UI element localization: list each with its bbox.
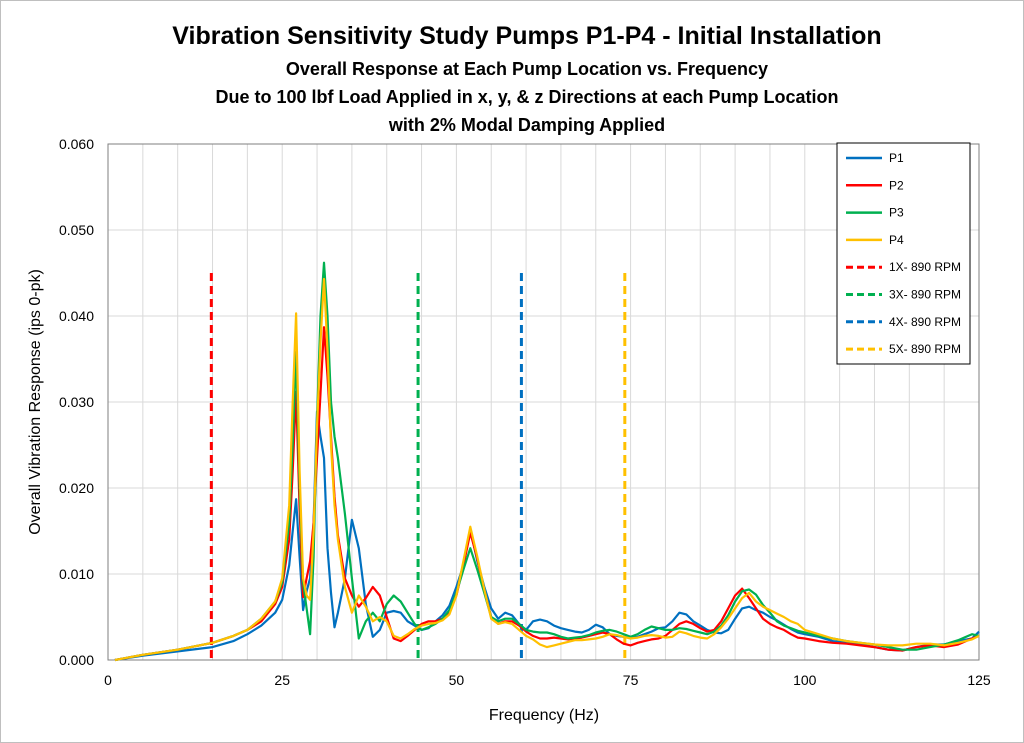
series-line-p1 bbox=[114, 410, 980, 662]
chart-subtitle-3: with 2% Modal Damping Applied bbox=[388, 115, 665, 135]
x-tick-label: 75 bbox=[623, 672, 639, 688]
legend-label: 4X- 890 RPM bbox=[889, 315, 961, 329]
y-tick-label: 0.000 bbox=[59, 652, 94, 668]
y-tick-label: 0.040 bbox=[59, 308, 94, 324]
legend-label: P2 bbox=[889, 178, 904, 192]
x-axis-ticks: 0 25 50 75 100 125 bbox=[104, 672, 991, 688]
series-line-p2 bbox=[114, 326, 980, 662]
chart-title: Vibration Sensitivity Study Pumps P1-P4 … bbox=[172, 22, 881, 50]
chart-subtitle-1: Overall Response at Each Pump Location v… bbox=[286, 59, 768, 79]
x-tick-label: 25 bbox=[274, 672, 290, 688]
series-line-p4 bbox=[114, 277, 980, 662]
y-tick-label: 0.050 bbox=[59, 222, 94, 238]
y-tick-label: 0.020 bbox=[59, 480, 94, 496]
y-tick-label: 0.030 bbox=[59, 394, 94, 410]
x-tick-label: 50 bbox=[449, 672, 465, 688]
legend-label: 3X- 890 RPM bbox=[889, 288, 961, 302]
y-tick-label: 0.060 bbox=[59, 136, 94, 152]
legend: P1 P2 P3 P4 1X- 890 RPM 3X- 890 RPM 4X- 890 RP… bbox=[836, 142, 971, 365]
x-tick-label: 100 bbox=[793, 672, 817, 688]
plot-area bbox=[107, 143, 980, 661]
y-axis-ticks: 0.000 0.010 0.020 0.030 0.040 0.050 0.060 bbox=[59, 136, 94, 668]
x-tick-label: 125 bbox=[967, 672, 991, 688]
legend-box bbox=[836, 142, 971, 365]
legend-label: 1X- 890 RPM bbox=[889, 260, 961, 274]
series-lines bbox=[114, 261, 980, 662]
y-tick-label: 0.010 bbox=[59, 566, 94, 582]
x-tick-label: 0 bbox=[104, 672, 112, 688]
x-axis-label: Frequency (Hz) bbox=[489, 707, 599, 724]
legend-label: P3 bbox=[889, 206, 904, 220]
y-axis-label: Overall Vibration Response (ips 0-pk) bbox=[27, 269, 44, 535]
legend-label: P4 bbox=[889, 233, 904, 247]
reference-lines bbox=[209, 273, 627, 660]
legend-label: 5X- 890 RPM bbox=[889, 342, 961, 356]
legend-label: P1 bbox=[889, 151, 904, 165]
chart-subtitle-2: Due to 100 lbf Load Applied in x, y, & z… bbox=[215, 87, 838, 107]
